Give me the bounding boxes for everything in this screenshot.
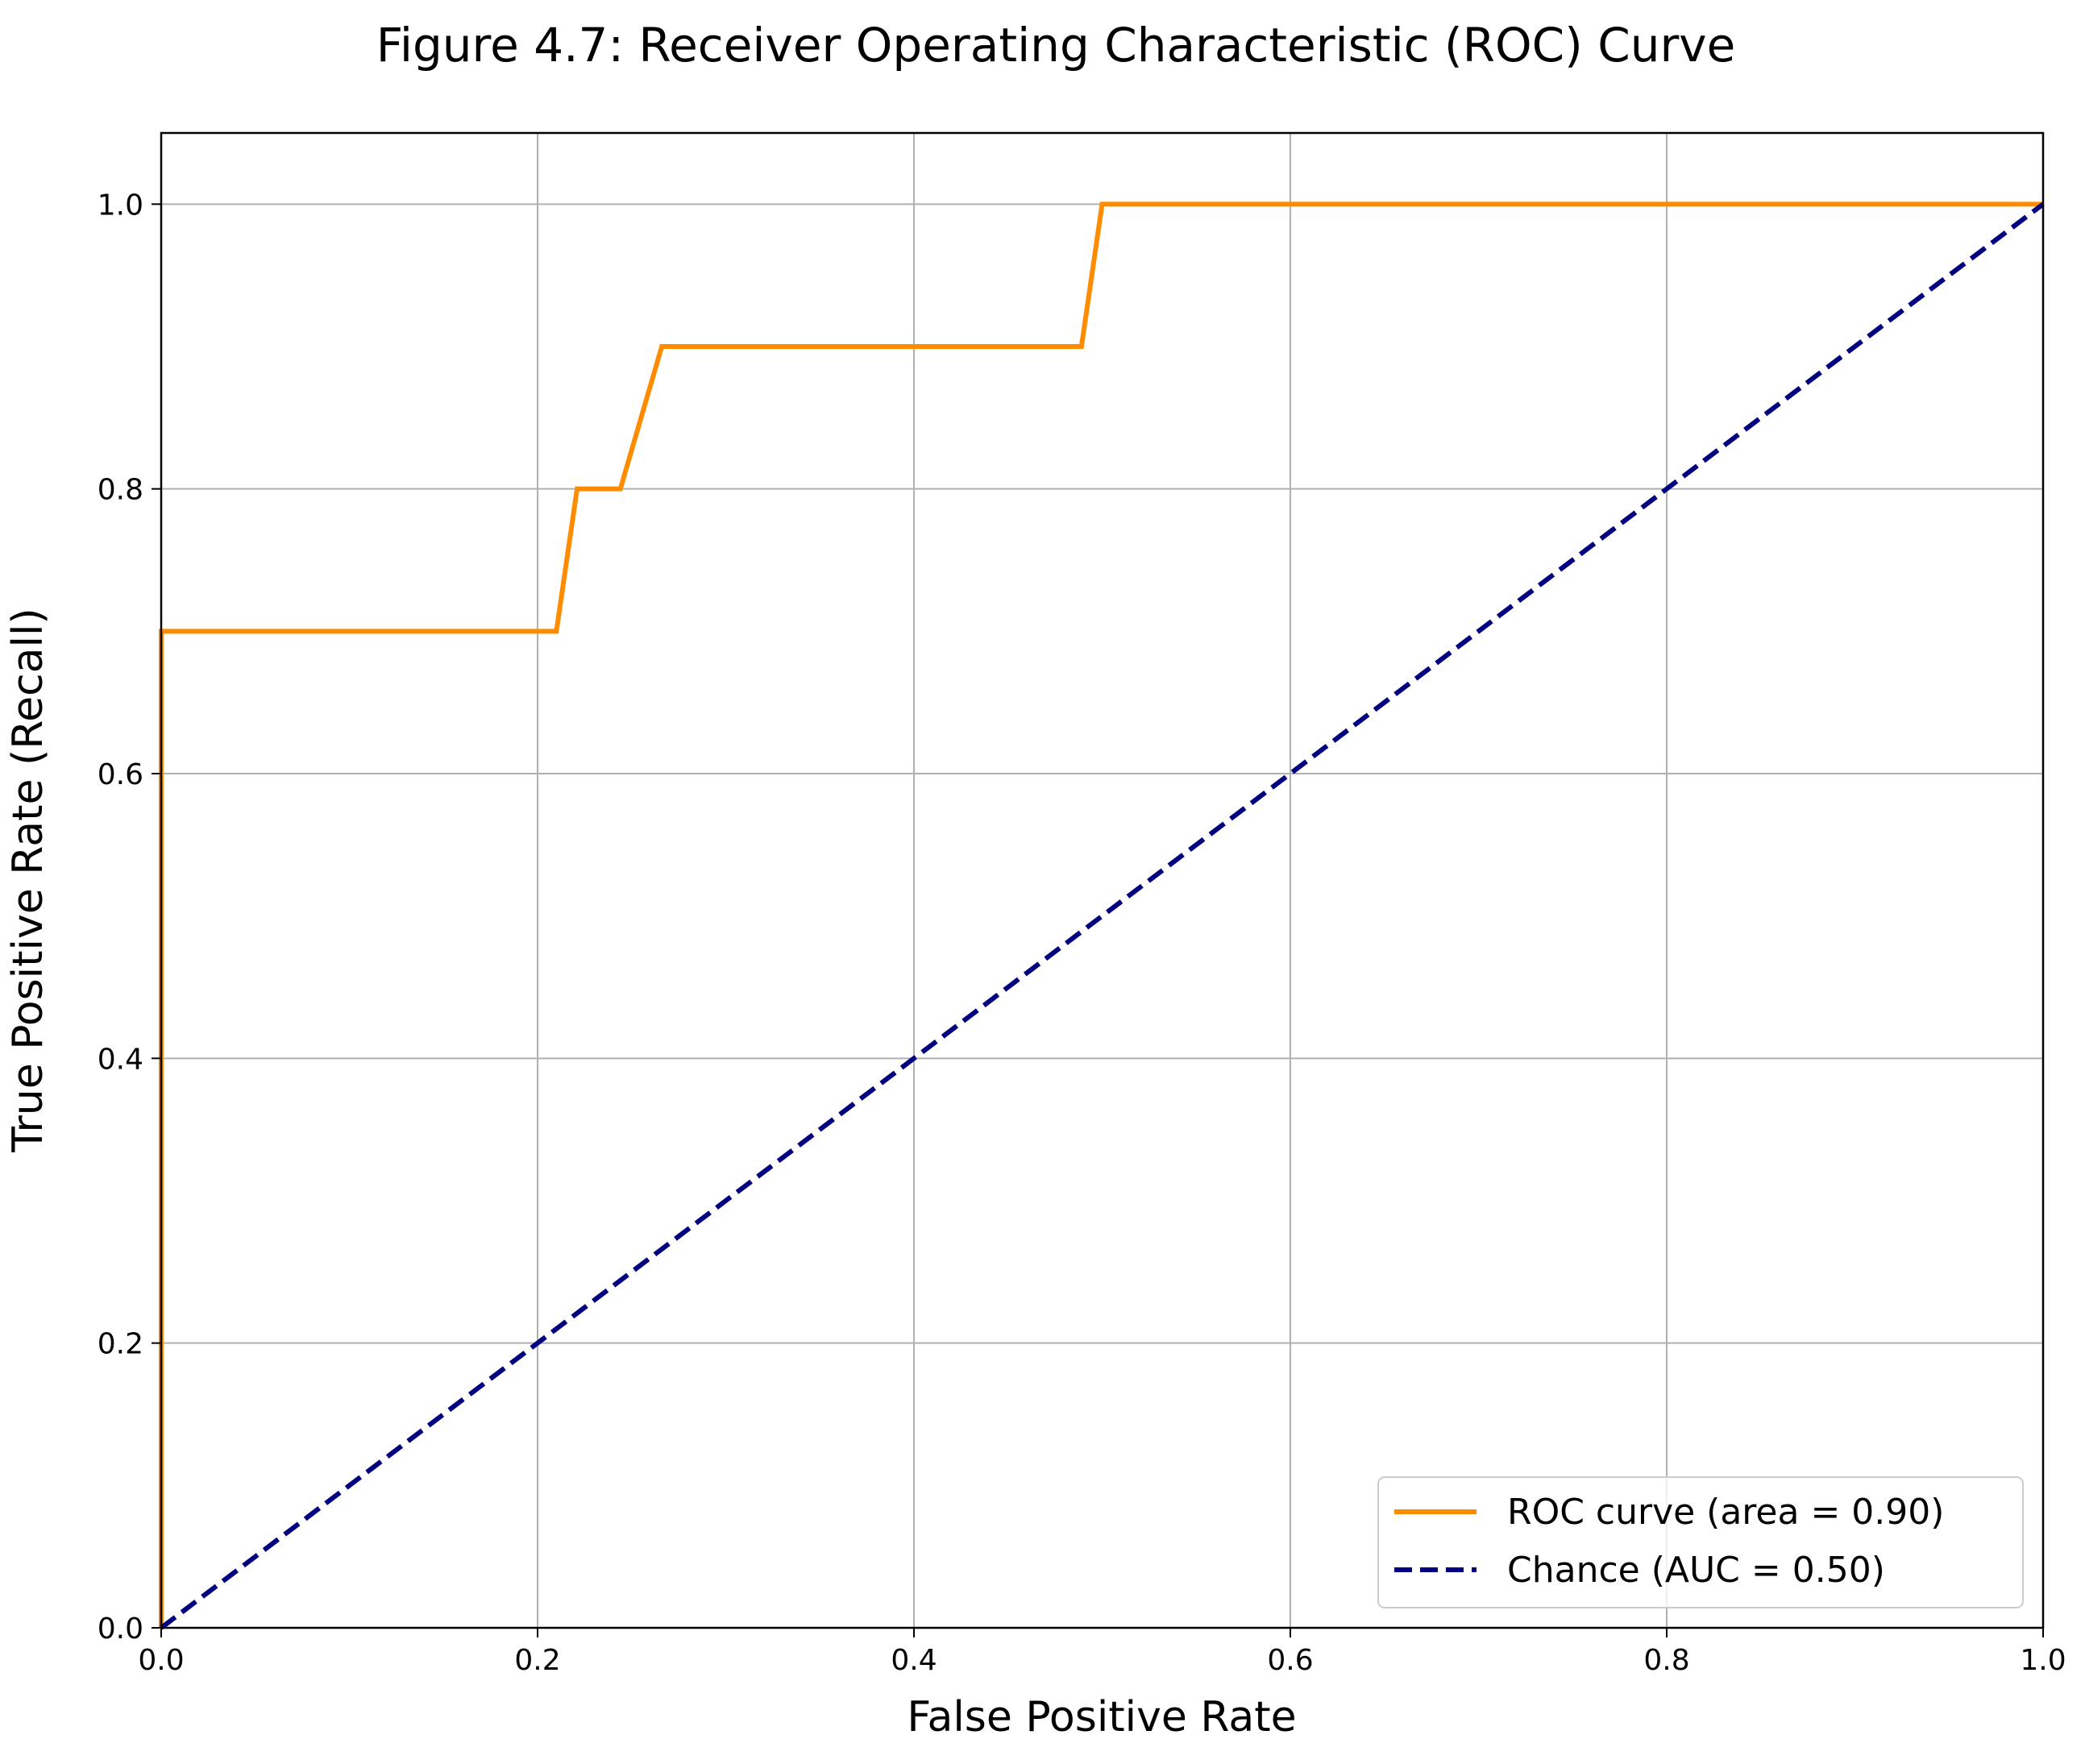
- series-lines: [159, 201, 2045, 1630]
- y-tick-label: 0.6: [98, 758, 143, 791]
- plot-frame: [160, 131, 2045, 1629]
- plot-area: 0.0 0.2 0.4 0.6 0.8 1.0 0.0 0.2 0.4 0.6 0.8 1.0: [98, 131, 2066, 1677]
- chart-title: Figure 4.7: Receiver Operating Character…: [376, 18, 1736, 73]
- y-tick-label: 0.8: [98, 474, 143, 507]
- y-axis-label: True Positive Rate (Recall): [4, 608, 52, 1152]
- x-axis-label: False Positive Rate: [907, 1693, 1296, 1741]
- x-tick-label: 0.4: [891, 1644, 937, 1677]
- x-tick-label: 0.6: [1267, 1644, 1313, 1677]
- legend-label-roc: ROC curve (area = 0.90): [1507, 1492, 1944, 1533]
- x-tick-label: 0.0: [138, 1644, 184, 1677]
- legend-label-chance: Chance (AUC = 0.50): [1507, 1550, 1885, 1591]
- roc-curve-line: [159, 201, 2043, 1628]
- x-tick-label: 0.8: [1643, 1644, 1689, 1677]
- legend: ROC curve (area = 0.90) Chance (AUC = 0.…: [1377, 1476, 2024, 1608]
- y-tick-label: 1.0: [98, 189, 143, 222]
- y-tick-label: 0.0: [98, 1613, 143, 1646]
- chance-line: [160, 201, 2045, 1630]
- legend-box: [1377, 1476, 2024, 1608]
- x-tick-label: 0.2: [514, 1644, 560, 1677]
- grid-lines: [160, 133, 2044, 1629]
- y-tick-label: 0.2: [98, 1328, 143, 1361]
- x-tick-label: 1.0: [2020, 1644, 2066, 1677]
- axis-ticks: 0.0 0.2 0.4 0.6 0.8 1.0 0.0 0.2 0.4 0.6 0.8 1.0: [98, 189, 2066, 1677]
- y-tick-label: 0.4: [98, 1043, 143, 1076]
